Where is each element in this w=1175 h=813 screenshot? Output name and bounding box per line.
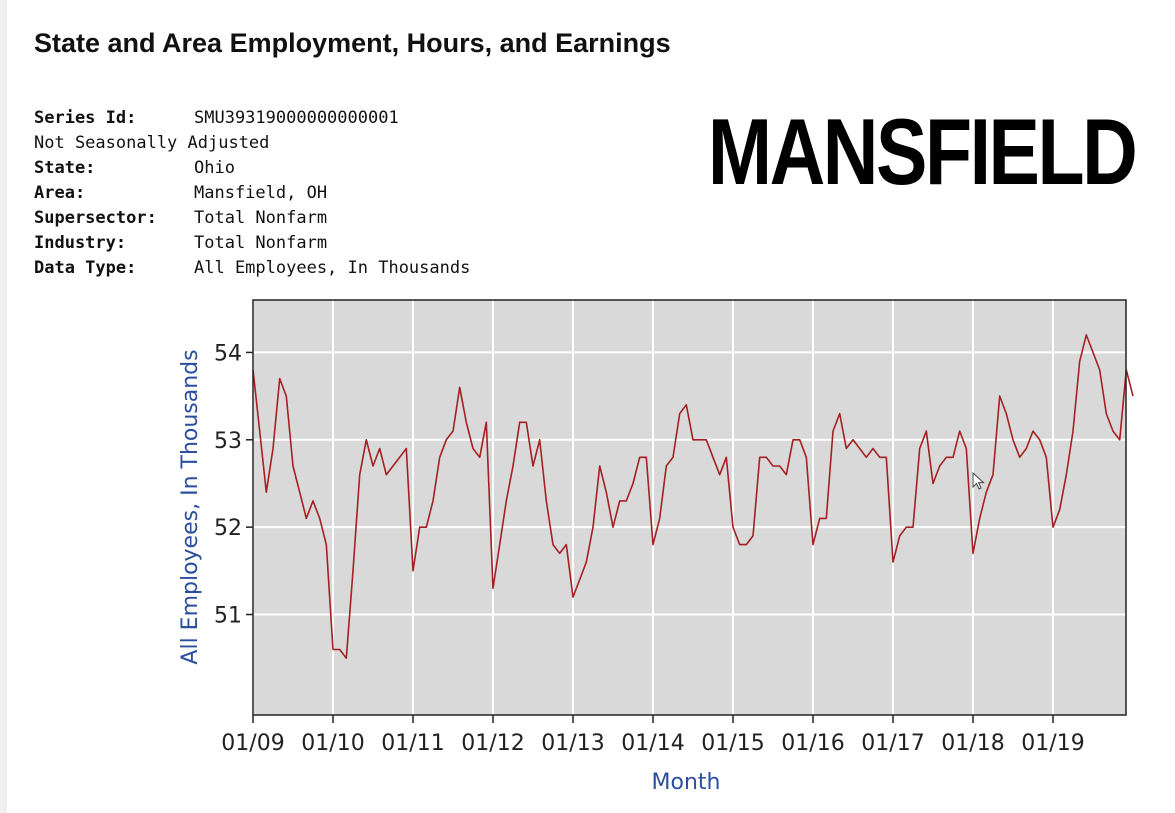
y-tick-label: 53 — [214, 429, 242, 454]
x-tick-label: 01/14 — [621, 731, 684, 756]
supersector-label: Supersector: — [34, 208, 157, 228]
seasonal-adjustment-row: Not Seasonally Adjusted — [34, 131, 470, 156]
state-label: State: — [34, 158, 96, 178]
x-tick-label: 01/11 — [381, 731, 444, 756]
y-tick-label: 52 — [214, 516, 242, 541]
x-axis-ticks: 01/09 01/10 01/11 01/12 01/13 01/14 01/15 01/16… — [221, 715, 1085, 756]
x-tick-label: 01/18 — [941, 731, 1004, 756]
series-id-value: SMU39319000000000001 — [194, 108, 399, 128]
y-axis-ticks: 51 52 53 54 — [214, 341, 253, 629]
plot-area — [253, 300, 1126, 715]
area-value: Mansfield, OH — [194, 183, 328, 203]
y-axis-label: All Employees, In Thousands — [178, 349, 203, 664]
y-tick-label: 54 — [214, 341, 242, 366]
x-tick-label: 01/19 — [1021, 731, 1084, 756]
x-tick-label: 01/12 — [461, 731, 524, 756]
x-axis-label: Month — [652, 770, 721, 795]
x-tick-label: 01/16 — [781, 731, 844, 756]
industry-label: Industry: — [34, 233, 127, 253]
industry-row: Industry: Total Nonfarm — [34, 231, 470, 256]
state-row: State: Ohio — [34, 156, 470, 181]
x-tick-label: 01/13 — [541, 731, 604, 756]
city-overlay-label: MANSFIELD — [707, 99, 1138, 204]
page-left-edge — [0, 0, 7, 813]
data-type-row: Data Type: All Employees, In Thousands — [34, 256, 470, 281]
data-type-label: Data Type: — [34, 258, 137, 278]
series-id-label: Series Id: — [34, 108, 137, 128]
page-title: State and Area Employment, Hours, and Ea… — [34, 28, 671, 58]
area-label: Area: — [34, 183, 86, 203]
data-type-value: All Employees, In Thousands — [194, 258, 471, 278]
x-tick-label: 01/15 — [701, 731, 764, 756]
series-info-block: Series Id: SMU39319000000000001 Not Seas… — [34, 106, 470, 281]
seasonal-adjustment-label: Not Seasonally Adjusted — [34, 133, 270, 153]
area-row: Area: Mansfield, OH — [34, 181, 470, 206]
state-value: Ohio — [194, 158, 235, 178]
mouse-pointer-icon — [972, 472, 985, 490]
x-tick-label: 01/17 — [861, 731, 924, 756]
supersector-row: Supersector: Total Nonfarm — [34, 206, 470, 231]
x-tick-label: 01/09 — [221, 731, 284, 756]
series-line — [252, 334, 1134, 659]
y-tick-label: 51 — [214, 604, 242, 629]
supersector-value: Total Nonfarm — [194, 208, 328, 228]
x-tick-label: 01/10 — [301, 731, 364, 756]
series-id-row: Series Id: SMU39319000000000001 — [34, 106, 470, 131]
plot-frame — [252, 299, 1127, 716]
industry-value: Total Nonfarm — [194, 233, 328, 253]
